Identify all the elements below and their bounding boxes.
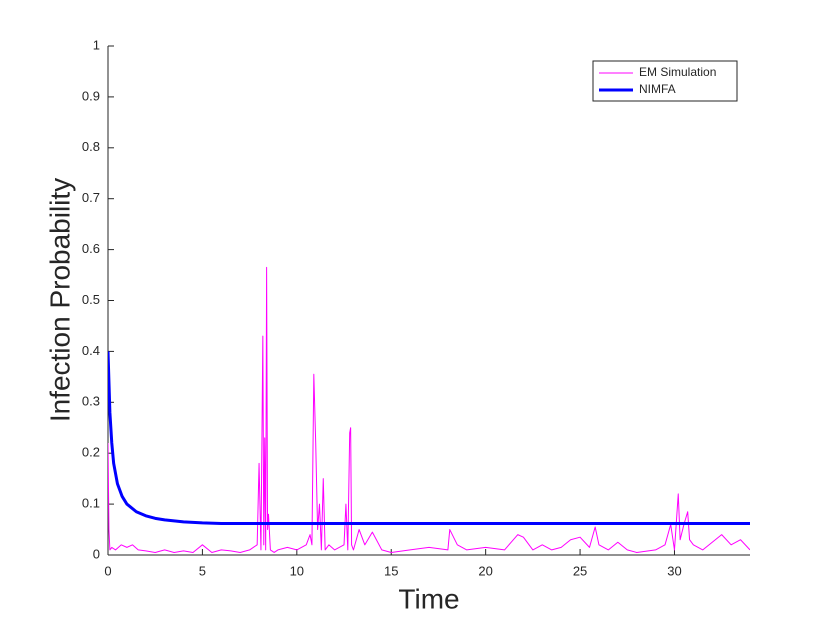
y-axis-title: Infection Probability bbox=[44, 178, 75, 422]
y-tick-label: 0.1 bbox=[82, 496, 100, 511]
legend-box bbox=[592, 60, 738, 102]
x-tick-label: 5 bbox=[199, 563, 206, 578]
x-tick-label: 20 bbox=[478, 563, 492, 578]
series-line bbox=[108, 266, 750, 553]
series-line bbox=[108, 351, 750, 525]
y-tick-label: 0.8 bbox=[82, 139, 100, 154]
x-axis-title: Time bbox=[398, 583, 459, 614]
y-tick-label: 0.7 bbox=[82, 190, 100, 205]
y-tick-label: 0.5 bbox=[82, 292, 100, 307]
y-tick-label: 0.3 bbox=[82, 394, 100, 409]
x-tick-label: 15 bbox=[384, 563, 398, 578]
x-tick-label: 10 bbox=[290, 563, 304, 578]
legend-label: NIMFA bbox=[639, 82, 676, 96]
y-tick-label: 0.6 bbox=[82, 241, 100, 256]
y-tick-label: 0.9 bbox=[82, 88, 100, 103]
x-tick-label: 25 bbox=[573, 563, 587, 578]
x-tick-label: 30 bbox=[667, 563, 681, 578]
x-tick-label: 0 bbox=[104, 563, 111, 578]
y-tick-label: 1 bbox=[93, 37, 100, 52]
y-tick-label: 0 bbox=[93, 546, 100, 561]
y-tick-label: 0.2 bbox=[82, 445, 100, 460]
legend-label: EM Simulation bbox=[639, 65, 716, 79]
y-tick-label: 0.4 bbox=[82, 343, 100, 358]
